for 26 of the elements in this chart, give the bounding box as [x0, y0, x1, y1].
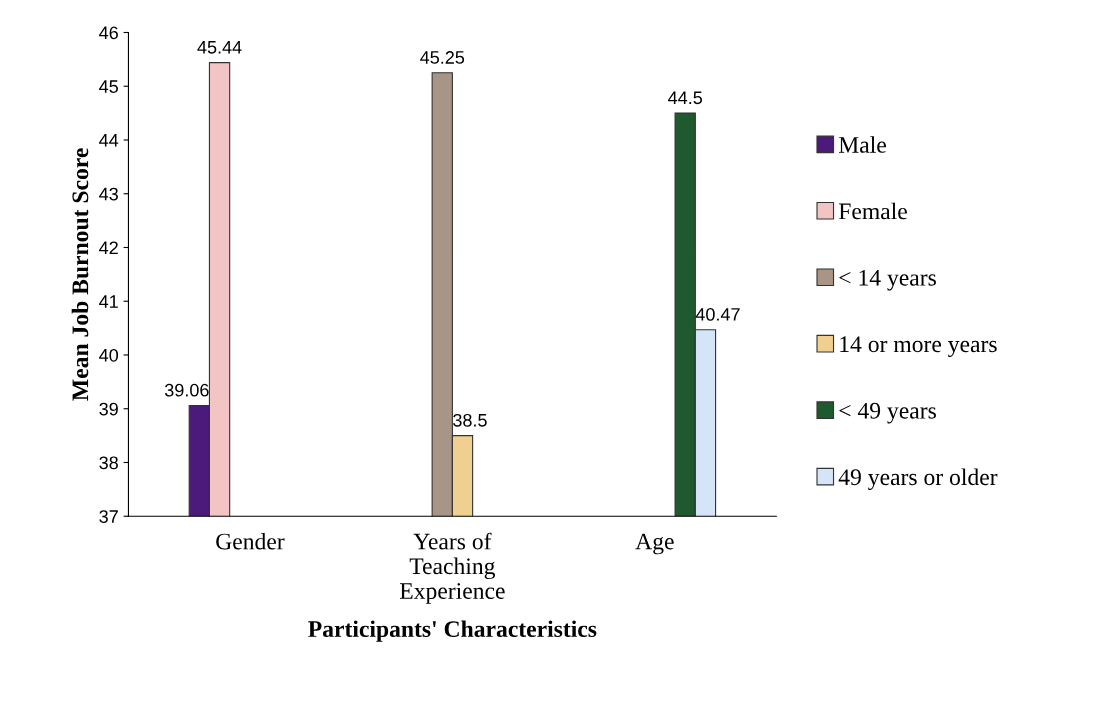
data-label: 45.25 — [420, 51, 465, 64]
data-label: 44.5 — [668, 91, 703, 105]
legend-label: Male — [838, 136, 886, 153]
y-tick-label: 46 — [99, 26, 118, 40]
y-tick-label: 39 — [99, 402, 118, 416]
x-axis-title: Participants' Characteristics — [308, 620, 597, 642]
data-label: 45.44 — [197, 41, 242, 54]
y-tick-label: 42 — [99, 241, 118, 255]
legend-label: < 14 years — [839, 269, 936, 291]
legend-label: 49 years or older — [838, 468, 998, 491]
y-tick-label: 44 — [99, 134, 119, 147]
y-tick-label: 43 — [99, 187, 118, 201]
y-axis-title: Mean Job Burnout Score — [71, 148, 89, 401]
x-tick-label: Years of Teaching Experience — [399, 532, 505, 604]
y-tick-label: 38 — [99, 456, 118, 470]
legend-label: Female — [838, 202, 907, 220]
legend-label: < 49 years — [839, 402, 936, 424]
legend-label: 14 or more years — [840, 336, 997, 358]
x-tick-label: Age — [635, 533, 674, 555]
x-tick-label: Gender — [216, 532, 285, 550]
y-tick-label: 41 — [99, 295, 118, 308]
y-tick-label: 45 — [99, 80, 118, 93]
data-label: 39.06 — [164, 383, 209, 397]
y-tick-label: 40 — [99, 348, 119, 362]
y-tick-label: 37 — [99, 510, 118, 523]
data-label: 38.5 — [453, 413, 487, 427]
